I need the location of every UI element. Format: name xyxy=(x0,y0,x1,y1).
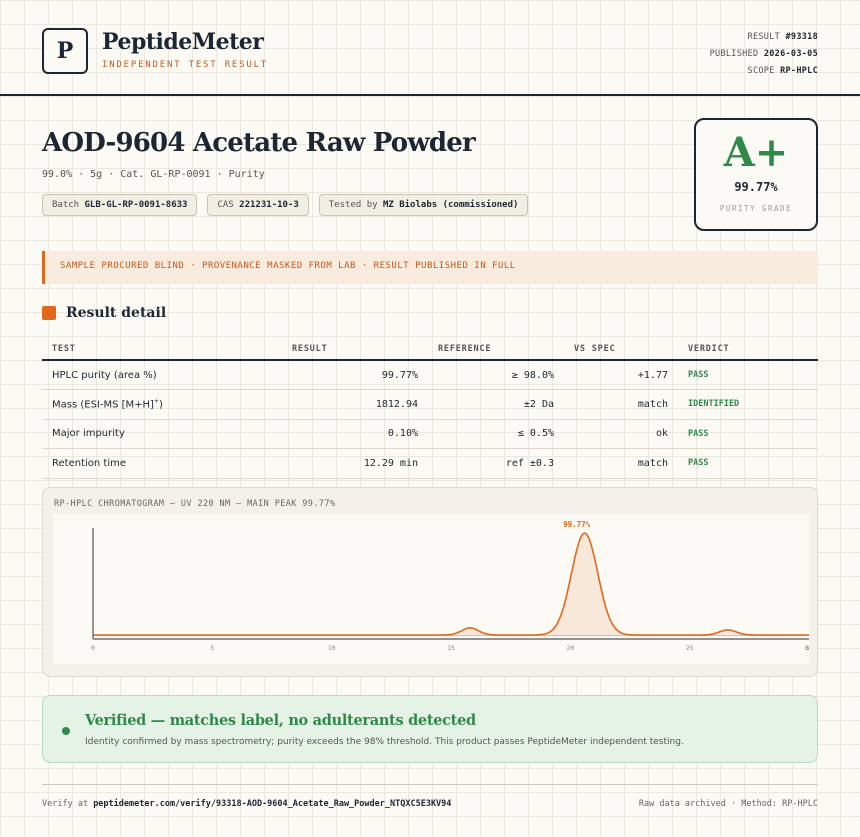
x-tick-label: 5 xyxy=(210,644,214,652)
vs-spec-value: +1.77 xyxy=(564,360,678,390)
test-name: HPLC purity (area %) xyxy=(42,360,282,390)
results-table: TEST RESULT REFERENCE VS SPEC VERDICT HP… xyxy=(42,339,818,479)
cas-value: 221231-10-3 xyxy=(239,200,299,210)
test-name: Mass (ESI-MS [M+H]+) xyxy=(42,389,282,420)
tested-by-chip: Tested by MZ Biolabs (commissioned) xyxy=(318,194,529,216)
logo-letter: P xyxy=(56,38,74,64)
col-result: RESULT xyxy=(282,339,428,361)
blind-sample-notice: SAMPLE PROCURED BLIND · PROVENANCE MASKE… xyxy=(42,251,818,284)
vs-spec-value: match xyxy=(564,448,678,479)
brand-name: PeptideMeter xyxy=(102,29,264,55)
scope-value: RP-HPLC xyxy=(780,66,818,76)
published-label: PUBLISHED xyxy=(709,49,759,59)
test-name: Major impurity xyxy=(42,419,282,449)
cas-label: CAS xyxy=(217,200,234,210)
result-value: 1812.94 xyxy=(282,389,428,420)
x-tick-label: 25 xyxy=(686,644,694,652)
product-subline: 99.0% · 5g · Cat. GL-RP-0091 · Purity xyxy=(42,169,265,180)
reference-value: ref ±0.3 xyxy=(428,448,564,479)
tested-label: Tested by xyxy=(328,200,378,210)
verdict-badge: PASS xyxy=(678,419,818,449)
col-verdict: VERDICT xyxy=(678,339,818,361)
mass-close-paren: ) xyxy=(159,399,163,411)
verdict-badge: IDENTIFIED xyxy=(678,389,818,420)
vs-spec-value: match xyxy=(564,389,678,420)
table-row: Mass (ESI-MS [M+H]+) 1812.94 ±2 Da match… xyxy=(42,389,818,420)
section-title: Result detail xyxy=(66,305,167,321)
header-divider xyxy=(0,94,860,96)
table-header-row: TEST RESULT REFERENCE VS SPEC VERDICT xyxy=(42,339,818,361)
verify-link[interactable]: peptidemeter.com/verify/93318-AOD-9604_A… xyxy=(93,799,452,809)
verified-text: Identity confirmed by mass spectrometry;… xyxy=(85,737,684,747)
x-tick-label: 10 xyxy=(328,644,336,652)
result-detail-heading: Result detail xyxy=(42,305,166,321)
section-marker-icon xyxy=(42,306,56,320)
table-row: HPLC purity (area %) 99.77% ≥ 98.0% +1.7… xyxy=(42,360,818,390)
batch-chip: Batch GLB-GL-RP-0091-8633 xyxy=(42,194,198,216)
cas-chip: CAS 221231-10-3 xyxy=(207,194,309,216)
reference-value: ≤ 0.5% xyxy=(428,419,564,449)
footer-archive-note: Raw data archived · Method: RP-HPLC xyxy=(638,799,818,809)
col-vs-spec: VS SPEC xyxy=(564,339,678,361)
vs-spec-value: ok xyxy=(564,419,678,449)
table-row: Retention time 12.29 min ref ±0.3 match … xyxy=(42,448,818,479)
result-id: #93318 xyxy=(785,32,818,42)
col-reference: REFERENCE xyxy=(428,339,564,361)
x-tick-label: 0 xyxy=(91,644,95,652)
verify-footer: Verify at peptidemeter.com/verify/93318-… xyxy=(42,799,451,809)
result-value: 0.10% xyxy=(282,419,428,449)
grade-label: PURITY GRADE xyxy=(719,204,793,213)
mass-superscript: + xyxy=(153,398,159,406)
grade-letter: A+ xyxy=(723,129,789,176)
table-row: Major impurity 0.10% ≤ 0.5% ok PASS xyxy=(42,419,818,449)
verified-banner: Verified — matches label, no adulterants… xyxy=(42,695,818,763)
verified-dot-icon xyxy=(62,727,70,735)
test-name: Retention time xyxy=(42,448,282,479)
published-date: 2026-03-05 xyxy=(763,49,818,59)
x-tick-label: 30 xyxy=(805,644,809,652)
chart-plot-bg xyxy=(53,514,809,664)
chromatogram-chart: 0 5 10 15 20 25 30min 99.77% xyxy=(53,514,809,664)
result-meta: RESULT #93318 PUBLISHED 2026-03-05 SCOPE… xyxy=(710,29,818,80)
brand-tagline: INDEPENDENT TEST RESULT xyxy=(102,60,269,70)
x-tick-label: 15 xyxy=(447,644,455,652)
verdict-badge: PASS xyxy=(678,360,818,390)
signal-line xyxy=(93,532,809,636)
verify-label: Verify at xyxy=(42,799,89,809)
x-tick-label: 20 xyxy=(566,644,574,652)
result-label: RESULT xyxy=(747,32,781,42)
grade-value: 99.77% xyxy=(734,180,778,194)
chromatogram-card: RP-HPLC CHROMATOGRAM — UV 220 NM — MAIN … xyxy=(42,487,818,677)
col-test: TEST xyxy=(42,339,282,361)
verdict-badge: PASS xyxy=(678,448,818,479)
grade-card: A+ 99.77% PURITY GRADE xyxy=(694,118,818,231)
test-name-text: Mass (ESI-MS [M+H] xyxy=(52,399,154,411)
scope-label: SCOPE xyxy=(747,66,775,76)
batch-label: Batch xyxy=(52,200,80,210)
product-title: AOD-9604 Acetate Raw Powder xyxy=(42,128,476,158)
tested-value: MZ Biolabs (commissioned) xyxy=(382,200,519,210)
verified-title: Verified — matches label, no adulterants… xyxy=(85,712,476,729)
reference-value: ±2 Da xyxy=(428,389,564,420)
reference-value: ≥ 98.0% xyxy=(428,360,564,390)
main-peak-label: 99.77% xyxy=(563,520,591,529)
result-value: 99.77% xyxy=(282,360,428,390)
batch-value: GLB-GL-RP-0091-8633 xyxy=(84,200,188,210)
footer-divider xyxy=(42,784,818,785)
chart-caption: RP-HPLC CHROMATOGRAM — UV 220 NM — MAIN … xyxy=(54,499,336,509)
x-unit-label: min xyxy=(805,644,809,652)
result-value: 12.29 min xyxy=(282,448,428,479)
logo: P xyxy=(42,28,88,74)
product-chips: Batch GLB-GL-RP-0091-8633 CAS 221231-10-… xyxy=(42,194,529,216)
